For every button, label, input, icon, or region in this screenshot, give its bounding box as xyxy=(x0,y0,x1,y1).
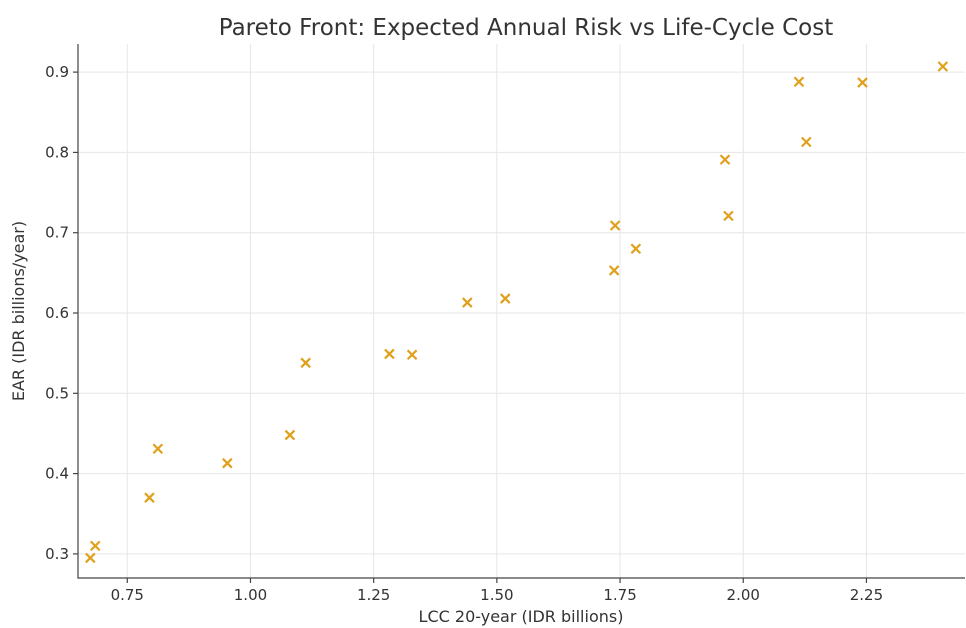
axes-frame xyxy=(77,44,965,579)
x-tick-label: 0.75 xyxy=(111,586,144,604)
data-point-marker xyxy=(801,136,812,148)
data-point-marker xyxy=(609,220,621,231)
data-point-marker xyxy=(793,76,805,88)
data-point-marker xyxy=(89,540,101,552)
data-point-marker xyxy=(85,552,96,564)
data-points xyxy=(85,61,949,564)
y-axis-ticks: 0.3 0.4 0.5 0.6 0.7 0.8 0.9 xyxy=(45,63,78,563)
x-axis-label: LCC 20-year (IDR billions) xyxy=(419,607,624,626)
y-axis-label: EAR (IDR billions/year) xyxy=(9,221,28,401)
data-point-marker xyxy=(222,457,233,469)
y-tick-label: 0.7 xyxy=(45,224,69,242)
x-tick-label: 1.25 xyxy=(357,586,390,604)
data-point-marker xyxy=(284,429,296,441)
data-point-marker xyxy=(406,349,418,361)
x-tick-label: 1.00 xyxy=(234,586,267,604)
data-point-marker xyxy=(152,443,164,454)
y-tick-label: 0.3 xyxy=(45,545,69,563)
data-point-marker xyxy=(719,154,731,165)
data-point-marker xyxy=(384,348,395,360)
y-tick-label: 0.6 xyxy=(45,304,69,322)
y-tick-label: 0.4 xyxy=(45,465,69,483)
y-tick-label: 0.9 xyxy=(45,63,69,81)
data-point-marker xyxy=(723,210,734,222)
data-point-marker xyxy=(499,293,511,304)
data-point-marker xyxy=(462,297,473,308)
data-point-marker xyxy=(937,61,949,72)
grid xyxy=(78,44,965,578)
x-tick-label: 2.00 xyxy=(727,586,760,604)
x-tick-label: 1.75 xyxy=(603,586,636,604)
x-tick-label: 2.25 xyxy=(850,586,883,604)
data-point-marker xyxy=(144,492,155,503)
data-point-marker xyxy=(857,77,868,88)
data-point-marker xyxy=(608,265,620,276)
y-tick-label: 0.8 xyxy=(45,143,69,161)
x-tick-label: 1.50 xyxy=(480,586,513,604)
x-axis-ticks: 0.75 1.00 1.25 1.50 1.75 2.00 2.25 xyxy=(111,578,883,604)
chart-title: Pareto Front: Expected Annual Risk vs Li… xyxy=(219,15,834,41)
y-tick-label: 0.5 xyxy=(45,384,69,402)
data-point-marker xyxy=(630,243,642,255)
data-point-marker xyxy=(300,357,311,369)
